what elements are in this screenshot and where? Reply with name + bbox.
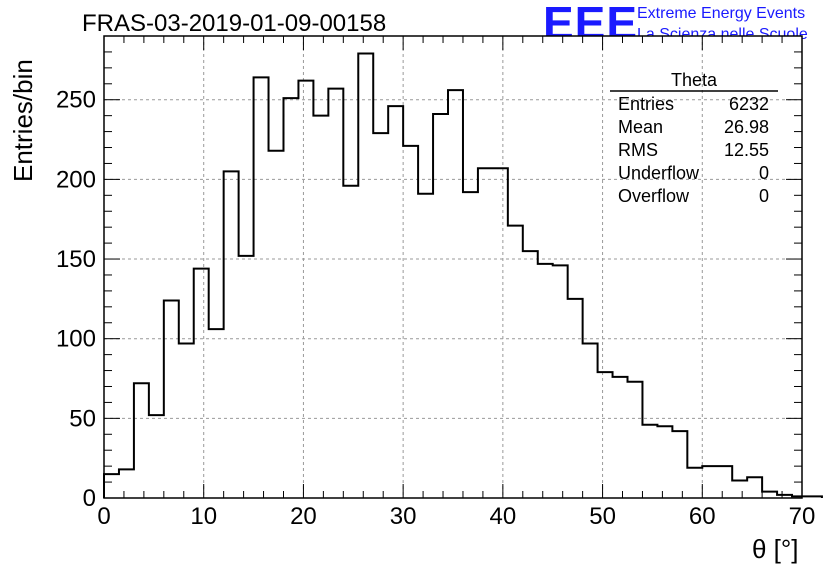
histogram-bin bbox=[298, 81, 313, 498]
histogram-bin bbox=[134, 383, 149, 498]
chart-title: FRAS-03-2019-01-09-00158 bbox=[82, 10, 387, 37]
histogram-bin bbox=[283, 98, 298, 498]
histogram-bin bbox=[224, 171, 239, 498]
histogram-bin bbox=[388, 106, 403, 498]
histogram-bin bbox=[568, 299, 583, 498]
histogram-bin bbox=[164, 300, 179, 498]
histogram-bin bbox=[717, 466, 732, 498]
histogram-bin bbox=[672, 431, 687, 498]
stats-label: Mean bbox=[618, 117, 663, 137]
histogram-bin bbox=[508, 226, 523, 498]
histogram-bin bbox=[194, 269, 209, 498]
x-tick-label: 40 bbox=[490, 503, 517, 530]
histogram-bin bbox=[358, 54, 373, 498]
histogram-bin bbox=[373, 133, 388, 498]
x-tick-label: 70 bbox=[789, 503, 816, 530]
x-tick-label: 30 bbox=[390, 503, 417, 530]
x-tick-label: 0 bbox=[97, 503, 110, 530]
histogram-bin bbox=[313, 116, 328, 498]
histogram-bin bbox=[463, 192, 478, 498]
histogram-bin bbox=[553, 265, 568, 498]
y-tick-label: 200 bbox=[56, 166, 96, 193]
y-tick-label: 250 bbox=[56, 87, 96, 114]
y-tick-label: 150 bbox=[56, 246, 96, 273]
histogram-bin bbox=[642, 425, 657, 498]
histogram-bin bbox=[702, 466, 717, 498]
histogram-bin bbox=[269, 151, 284, 498]
histogram-bin bbox=[179, 343, 194, 498]
stats-value: 6232 bbox=[729, 94, 769, 114]
histogram-bin bbox=[418, 194, 433, 498]
axes-frame bbox=[103, 35, 803, 499]
histogram-bin bbox=[209, 329, 224, 498]
y-tick-label: 0 bbox=[83, 485, 96, 512]
histogram-outline bbox=[103, 52, 823, 498]
histogram-bin bbox=[119, 469, 134, 498]
x-tick-label: 20 bbox=[290, 503, 317, 530]
x-tick-label: 10 bbox=[190, 503, 217, 530]
histogram-bin bbox=[239, 256, 254, 498]
stats-value: 26.98 bbox=[724, 117, 769, 137]
histogram-bin bbox=[747, 477, 762, 498]
histogram-bin bbox=[657, 426, 672, 498]
histogram-bin bbox=[493, 168, 508, 498]
histogram-bin bbox=[478, 168, 493, 498]
histogram-bin bbox=[538, 264, 553, 498]
y-tick-label: 100 bbox=[56, 326, 96, 353]
histogram-bin bbox=[523, 251, 538, 498]
histogram-bin bbox=[104, 474, 119, 498]
stats-label: Underflow bbox=[618, 163, 700, 183]
stats-title: Theta bbox=[671, 70, 718, 90]
histogram-bin bbox=[343, 186, 358, 498]
histogram-bin bbox=[254, 77, 269, 498]
stats-value: 0 bbox=[759, 163, 769, 183]
stats-label: RMS bbox=[618, 140, 658, 160]
x-tick-label: 60 bbox=[689, 503, 716, 530]
histogram-bin bbox=[598, 372, 613, 498]
stats-value: 12.55 bbox=[724, 140, 769, 160]
y-tick-label: 50 bbox=[69, 405, 96, 432]
plot-area bbox=[104, 36, 802, 498]
histogram-bin bbox=[149, 415, 164, 498]
histogram-bin bbox=[628, 382, 643, 498]
stats-label: Overflow bbox=[618, 186, 690, 206]
histogram-bin bbox=[732, 480, 747, 498]
stats-label: Entries bbox=[618, 94, 674, 114]
x-tick-label: 50 bbox=[589, 503, 616, 530]
histogram-bin bbox=[583, 343, 598, 498]
stats-value: 0 bbox=[759, 186, 769, 206]
logo-subtitle-1: Extreme Energy Events bbox=[637, 5, 806, 22]
histogram-bin bbox=[403, 146, 418, 498]
histogram-bin bbox=[687, 468, 702, 498]
histogram-bin bbox=[448, 90, 463, 498]
x-axis-label: θ [°] bbox=[752, 534, 799, 564]
histogram-bin bbox=[613, 377, 628, 498]
histogram-bin bbox=[328, 89, 343, 498]
histogram-bin bbox=[433, 114, 448, 498]
